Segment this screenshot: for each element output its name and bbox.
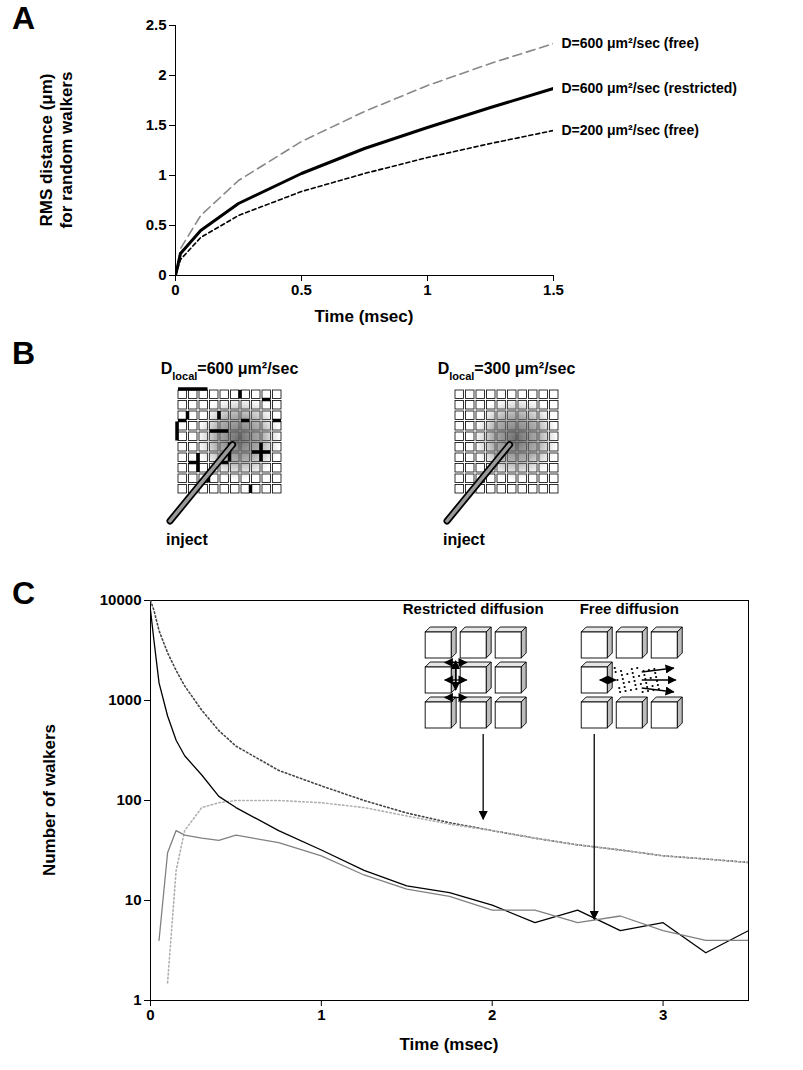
svg-text:0.5: 0.5	[291, 281, 312, 298]
svg-text:1: 1	[158, 166, 166, 183]
svg-text:D=600 μm²/sec (restricted): D=600 μm²/sec (restricted)	[562, 80, 737, 96]
svg-text:0: 0	[158, 266, 166, 283]
svg-text:Dlocal=300 μm²/sec: Dlocal=300 μm²/sec	[438, 360, 576, 382]
svg-text:100: 100	[116, 791, 141, 808]
svg-text:D=600 μm²/sec (free): D=600 μm²/sec (free)	[562, 35, 699, 51]
html-text:B: B	[12, 335, 36, 371]
svg-text:2: 2	[488, 1006, 496, 1023]
svg-text:10: 10	[125, 891, 142, 908]
svg-text:Free diffusion: Free diffusion	[580, 600, 679, 617]
svg-text:1.5: 1.5	[146, 116, 167, 133]
svg-text:inject: inject	[443, 531, 485, 548]
svg-text:1000: 1000	[108, 691, 141, 708]
svg-text:10000: 10000	[100, 591, 142, 608]
svg-text:Time (msec): Time (msec)	[315, 307, 414, 326]
svg-text:2: 2	[158, 66, 166, 83]
svg-text:1: 1	[317, 1006, 325, 1023]
svg-text:0: 0	[171, 281, 179, 298]
svg-text:inject: inject	[166, 531, 208, 548]
svg-text:Time (msec): Time (msec)	[400, 1035, 499, 1054]
svg-text:1: 1	[133, 991, 141, 1008]
svg-text:RMS distance (μm)for random wa: RMS distance (μm)for random walkers	[37, 72, 76, 229]
svg-text:Dlocal=600 μm²/sec: Dlocal=600 μm²/sec	[161, 360, 299, 382]
svg-text:Restricted diffusion: Restricted diffusion	[403, 600, 544, 617]
svg-text:Number of walkers: Number of walkers	[40, 724, 59, 876]
html-text:A: A	[12, 0, 36, 36]
svg-text:2.5: 2.5	[146, 16, 167, 33]
svg-text:3: 3	[659, 1006, 667, 1023]
svg-text:0.5: 0.5	[146, 216, 167, 233]
svg-text:1: 1	[423, 281, 431, 298]
svg-text:D=200 μm²/sec (free): D=200 μm²/sec (free)	[562, 122, 699, 138]
svg-text:1.5: 1.5	[543, 281, 564, 298]
svg-text:0: 0	[146, 1006, 154, 1023]
html-text:C: C	[12, 575, 36, 611]
